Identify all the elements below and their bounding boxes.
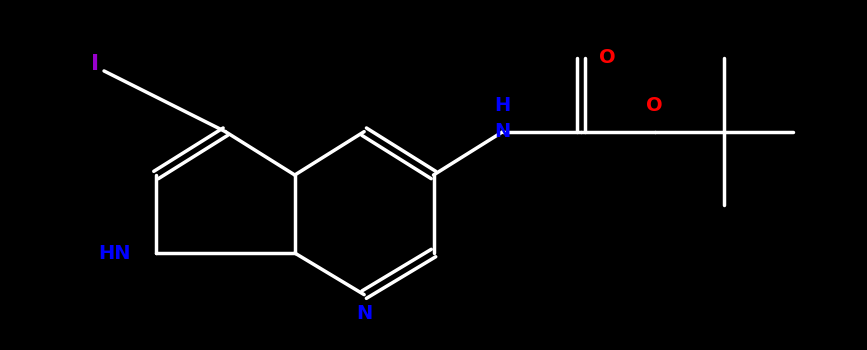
Text: O: O: [598, 48, 616, 68]
Text: N: N: [356, 304, 372, 323]
Text: I: I: [91, 54, 100, 74]
Text: O: O: [646, 96, 663, 115]
Text: HN: HN: [98, 244, 131, 262]
Text: H: H: [495, 96, 511, 115]
Text: N: N: [495, 122, 511, 141]
